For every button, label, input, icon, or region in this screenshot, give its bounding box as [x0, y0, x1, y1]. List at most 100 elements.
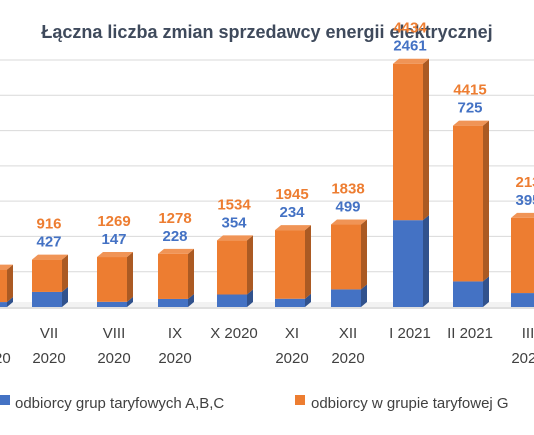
bar-top — [217, 235, 253, 241]
bar-b-8-side — [483, 120, 489, 282]
data-label-b: 1269 — [97, 213, 130, 230]
bar-a-2 — [97, 296, 133, 307]
bar-b-4 — [217, 235, 253, 295]
data-label-b: 1534 — [217, 196, 251, 213]
bar-b-0 — [0, 264, 13, 303]
bar-a-1-front — [32, 291, 62, 307]
bars — [0, 58, 534, 307]
data-label-a: 228 — [162, 228, 187, 245]
bar-b-1-front — [32, 259, 62, 292]
bar-a-6 — [331, 284, 367, 307]
bar-top — [453, 120, 489, 126]
bar-top — [32, 254, 68, 260]
chart-title: Łączna liczba zmian sprzedawcy energii e… — [41, 22, 492, 42]
x-tick-label-line2: 2020 — [32, 350, 65, 367]
data-label-b: 916 — [36, 216, 61, 233]
data-label-a: 725 — [457, 100, 482, 117]
bar-b-3-front — [158, 253, 188, 299]
data-label-a: 427 — [36, 234, 61, 251]
bar-b-5-front — [275, 230, 305, 299]
bar-a-7-front — [393, 220, 423, 307]
bar-b-7-front — [393, 63, 423, 221]
bar-a-6-front — [331, 289, 361, 307]
bar-b-4-side — [247, 235, 253, 295]
bar-b-4-front — [217, 240, 247, 295]
data-label-a: 2461 — [393, 38, 426, 55]
bar-a-3-front — [158, 298, 188, 307]
bar-b-9 — [511, 217, 534, 294]
x-tick-label-line2: 2021 — [511, 350, 534, 367]
bar-b-6-front — [331, 224, 361, 290]
bar-b-2-front — [97, 257, 127, 302]
legend-label-a: odbiorcy grup taryfowych A,B,C — [15, 395, 224, 412]
x-tick-label: II 2021 — [447, 325, 493, 342]
legend-label-b: odbiorcy w grupie taryfowej G — [311, 395, 509, 412]
bar-a-8-front — [453, 281, 483, 307]
bar-b-2-side — [127, 252, 133, 302]
x-tick-label-line2: 2020 — [97, 350, 130, 367]
bar-a-5-front — [275, 298, 305, 307]
bar-top — [0, 264, 13, 270]
data-label-b: 213 — [515, 174, 534, 191]
x-tick-label-line2: 2020 — [275, 350, 308, 367]
bar-a-5-side — [305, 293, 311, 307]
bar-b-1 — [32, 254, 68, 292]
data-label-b: 1838 — [331, 181, 364, 198]
x-tick-label-line2: 2020 — [331, 350, 364, 367]
data-label-b: 4415 — [453, 82, 486, 99]
x-tick-label: X 2020 — [210, 325, 258, 342]
bar-a-1 — [32, 286, 68, 307]
x-tick-label: IX — [168, 325, 182, 342]
bar-b-6-side — [361, 219, 367, 290]
data-label-a: 354 — [221, 214, 247, 231]
bar-a-7-side — [423, 215, 429, 307]
bar-a-4-side — [247, 289, 253, 307]
bar-top — [158, 248, 194, 254]
bar-b-8-front — [453, 125, 483, 282]
bar-b-6 — [331, 219, 367, 290]
x-tick-label: XII — [339, 325, 357, 342]
bar-b-2 — [97, 252, 133, 302]
bar-b-0-side — [7, 264, 13, 303]
bar-b-9-front — [511, 217, 534, 294]
bar-b-3-side — [188, 248, 194, 299]
x-tick-label-line2: 2020 — [0, 350, 11, 367]
legend: odbiorcy grup taryfowych A,B,C odbiorcy … — [0, 395, 509, 412]
x-tick-label-line2: 2020 — [158, 350, 191, 367]
data-labels: 7491642712691471278228153435419452341838… — [36, 20, 534, 251]
bar-a-0-side — [7, 297, 13, 307]
bar-b-7 — [393, 58, 429, 221]
data-label-b: 4434 — [393, 20, 427, 37]
bar-a-0 — [0, 297, 13, 307]
bar-a-8 — [453, 276, 489, 307]
bar-a-4-front — [217, 294, 247, 307]
bar-b-8 — [453, 120, 489, 282]
data-label-b: 1945 — [275, 186, 308, 203]
data-label-a: 234 — [279, 204, 305, 221]
bar-a-9 — [511, 293, 534, 307]
bar-a-0-front — [0, 302, 7, 307]
x-axis-ticks: 2020 VII 2020 VIII 2020 IX 2020 X 2020 XI 2020 XII… — [0, 325, 534, 367]
x-tick-label: XI — [285, 325, 299, 342]
x-tick-label: I 2021 — [389, 325, 431, 342]
bar-b-5-side — [305, 225, 311, 299]
bar-top — [331, 219, 367, 225]
bar-b-7-side — [423, 58, 429, 221]
data-label-b: 1278 — [158, 210, 191, 227]
legend-swatch-a — [0, 395, 10, 405]
bar-b-3 — [158, 248, 194, 299]
x-tick-label: VIII — [103, 325, 126, 342]
bar-a-9-front — [511, 293, 534, 307]
bar-a-7 — [393, 215, 429, 307]
data-label-a: 395 — [515, 192, 534, 209]
bar-top — [97, 252, 133, 258]
bar-a-6-side — [361, 284, 367, 307]
bar-b-1-side — [62, 254, 68, 292]
bar-a-8-side — [483, 276, 489, 307]
bar-b-0-front — [0, 269, 7, 303]
x-tick-label: III — [522, 325, 534, 342]
bar-a-2-side — [127, 296, 133, 307]
bar-top — [393, 58, 429, 64]
